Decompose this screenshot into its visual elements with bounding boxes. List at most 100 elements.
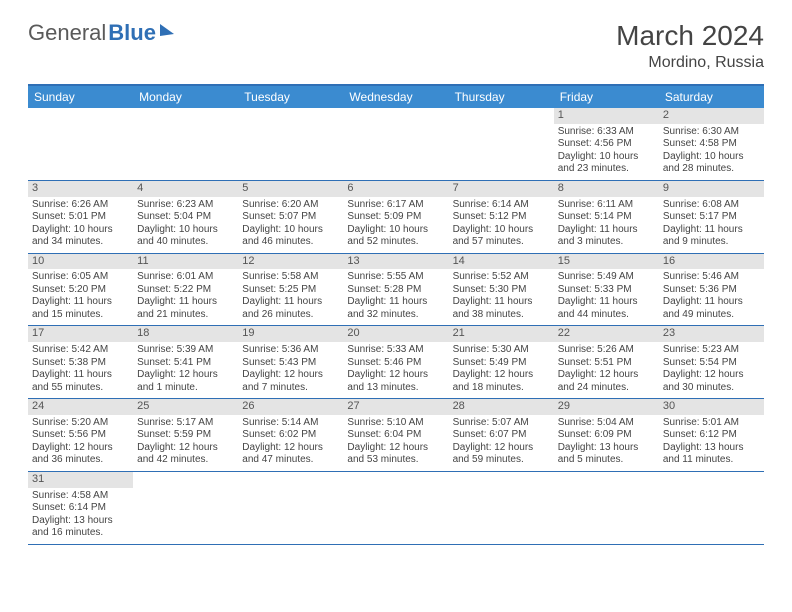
daylight-text: Daylight: 10 hours and 23 minutes. [558,151,655,176]
sunset-text: Sunset: 5:33 PM [558,284,655,297]
sunset-text: Sunset: 5:12 PM [453,211,550,224]
day-info: Sunrise: 5:14 AMSunset: 6:02 PMDaylight:… [238,417,343,467]
sunrise-text: Sunrise: 5:07 AM [453,417,550,430]
day-number [659,472,764,488]
sunrise-text: Sunrise: 5:30 AM [453,344,550,357]
sunrise-text: Sunrise: 5:23 AM [663,344,760,357]
daylight-text: Daylight: 11 hours and 49 minutes. [663,296,760,321]
day-info: Sunrise: 5:01 AMSunset: 6:12 PMDaylight:… [659,417,764,467]
day-number: 11 [133,254,238,270]
day-cell: 31Sunrise: 4:58 AMSunset: 6:14 PMDayligh… [28,472,133,544]
daylight-text: Daylight: 13 hours and 11 minutes. [663,442,760,467]
sunrise-text: Sunrise: 5:14 AM [242,417,339,430]
day-number: 21 [449,326,554,342]
daylight-text: Daylight: 10 hours and 40 minutes. [137,224,234,249]
daylight-text: Daylight: 12 hours and 1 minute. [137,369,234,394]
logo-text-2: Blue [108,20,156,46]
daylight-text: Daylight: 12 hours and 13 minutes. [347,369,444,394]
sunset-text: Sunset: 4:56 PM [558,138,655,151]
day-number: 17 [28,326,133,342]
sunrise-text: Sunrise: 6:20 AM [242,199,339,212]
sunset-text: Sunset: 5:43 PM [242,357,339,370]
day-info: Sunrise: 6:08 AMSunset: 5:17 PMDaylight:… [659,199,764,249]
week-row: 3Sunrise: 6:26 AMSunset: 5:01 PMDaylight… [28,181,764,254]
day-info: Sunrise: 6:01 AMSunset: 5:22 PMDaylight:… [133,271,238,321]
sunset-text: Sunset: 6:14 PM [32,502,129,515]
sunrise-text: Sunrise: 5:42 AM [32,344,129,357]
day-cell: 9Sunrise: 6:08 AMSunset: 5:17 PMDaylight… [659,181,764,253]
day-cell: 11Sunrise: 6:01 AMSunset: 5:22 PMDayligh… [133,254,238,326]
day-number: 13 [343,254,448,270]
sunset-text: Sunset: 5:38 PM [32,357,129,370]
day-info: Sunrise: 5:55 AMSunset: 5:28 PMDaylight:… [343,271,448,321]
day-number: 30 [659,399,764,415]
flag-icon [160,24,174,36]
sunrise-text: Sunrise: 5:33 AM [347,344,444,357]
daylight-text: Daylight: 12 hours and 24 minutes. [558,369,655,394]
dow-tuesday: Tuesday [238,86,343,108]
day-cell: 14Sunrise: 5:52 AMSunset: 5:30 PMDayligh… [449,254,554,326]
sunrise-text: Sunrise: 5:17 AM [137,417,234,430]
daylight-text: Daylight: 11 hours and 44 minutes. [558,296,655,321]
day-cell: 24Sunrise: 5:20 AMSunset: 5:56 PMDayligh… [28,399,133,471]
day-info: Sunrise: 5:36 AMSunset: 5:43 PMDaylight:… [238,344,343,394]
day-cell: 27Sunrise: 5:10 AMSunset: 6:04 PMDayligh… [343,399,448,471]
day-info: Sunrise: 5:10 AMSunset: 6:04 PMDaylight:… [343,417,448,467]
day-info: Sunrise: 5:33 AMSunset: 5:46 PMDaylight:… [343,344,448,394]
day-cell: 2Sunrise: 6:30 AMSunset: 4:58 PMDaylight… [659,108,764,180]
dow-wednesday: Wednesday [343,86,448,108]
logo-text-1: General [28,20,106,46]
day-cell [449,108,554,180]
day-number: 15 [554,254,659,270]
daylight-text: Daylight: 10 hours and 28 minutes. [663,151,760,176]
daylight-text: Daylight: 11 hours and 15 minutes. [32,296,129,321]
sunrise-text: Sunrise: 5:20 AM [32,417,129,430]
daylight-text: Daylight: 10 hours and 34 minutes. [32,224,129,249]
day-number: 7 [449,181,554,197]
daylight-text: Daylight: 12 hours and 30 minutes. [663,369,760,394]
weeks-container: 1Sunrise: 6:33 AMSunset: 4:56 PMDaylight… [28,108,764,545]
day-number: 5 [238,181,343,197]
sunset-text: Sunset: 6:07 PM [453,429,550,442]
day-number: 19 [238,326,343,342]
sunrise-text: Sunrise: 6:01 AM [137,271,234,284]
week-row: 1Sunrise: 6:33 AMSunset: 4:56 PMDaylight… [28,108,764,181]
day-cell: 30 Sunrise: 5:01 AMSunset: 6:12 PMDayligh… [659,399,764,471]
sunset-text: Sunset: 5:09 PM [347,211,444,224]
sunrise-text: Sunrise: 5:52 AM [453,271,550,284]
sunrise-text: Sunrise: 6:30 AM [663,126,760,139]
sunset-text: Sunset: 5:56 PM [32,429,129,442]
week-row: 31Sunrise: 4:58 AMSunset: 6:14 PMDayligh… [28,472,764,545]
day-number: 22 [554,326,659,342]
day-info: Sunrise: 6:14 AMSunset: 5:12 PMDaylight:… [449,199,554,249]
day-number [238,108,343,124]
day-number: 3 [28,181,133,197]
day-cell: 19 Sunrise: 5:36 AMSunset: 5:43 PMDayligh… [238,326,343,398]
sunrise-text: Sunrise: 6:11 AM [558,199,655,212]
sunset-text: Sunset: 5:30 PM [453,284,550,297]
day-info: Sunrise: 6:20 AMSunset: 5:07 PMDaylight:… [238,199,343,249]
day-cell: 18Sunrise: 5:39 AMSunset: 5:41 PMDayligh… [133,326,238,398]
daylight-text: Daylight: 10 hours and 57 minutes. [453,224,550,249]
sunset-text: Sunset: 5:07 PM [242,211,339,224]
day-number: 8 [554,181,659,197]
sunset-text: Sunset: 5:51 PM [558,357,655,370]
day-cell: 7 Sunrise: 6:14 AMSunset: 5:12 PMDaylight… [449,181,554,253]
sunrise-text: Sunrise: 6:26 AM [32,199,129,212]
dow-saturday: Saturday [659,86,764,108]
sunset-text: Sunset: 5:22 PM [137,284,234,297]
day-number: 18 [133,326,238,342]
day-cell: 25Sunrise: 5:17 AMSunset: 5:59 PMDayligh… [133,399,238,471]
title-block: March 2024 Mordino, Russia [616,20,764,72]
day-cell: 15Sunrise: 5:49 AMSunset: 5:33 PMDayligh… [554,254,659,326]
daylight-text: Daylight: 12 hours and 18 minutes. [453,369,550,394]
day-info: Sunrise: 5:26 AMSunset: 5:51 PMDaylight:… [554,344,659,394]
dow-sunday: Sunday [28,86,133,108]
day-cell: 28Sunrise: 5:07 AMSunset: 6:07 PMDayligh… [449,399,554,471]
sunrise-text: Sunrise: 6:05 AM [32,271,129,284]
day-info: Sunrise: 6:05 AMSunset: 5:20 PMDaylight:… [28,271,133,321]
logo: GeneralBlue [28,20,174,46]
day-number [449,108,554,124]
sunrise-text: Sunrise: 5:26 AM [558,344,655,357]
day-cell: 3Sunrise: 6:26 AMSunset: 5:01 PMDaylight… [28,181,133,253]
